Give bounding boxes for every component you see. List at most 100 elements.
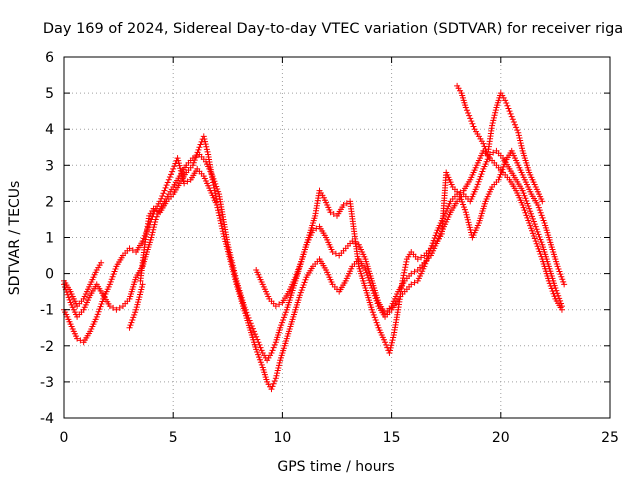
data-point [460, 204, 467, 211]
data-point [521, 207, 528, 214]
data-point [302, 276, 309, 283]
data-point [553, 287, 560, 294]
data-point [106, 281, 113, 288]
data-point [257, 344, 264, 351]
data-point [184, 178, 191, 185]
data-point [132, 309, 139, 316]
data-point [507, 110, 514, 117]
data-point [526, 220, 533, 227]
data-point [389, 337, 396, 344]
data-point [517, 140, 524, 147]
y-tick-label: 2 [45, 194, 54, 210]
data-point [271, 377, 278, 384]
data-point [474, 181, 481, 188]
data-point [476, 176, 483, 183]
data-point [282, 309, 289, 316]
data-point [390, 334, 397, 341]
data-point [177, 167, 184, 174]
data-point [373, 319, 380, 326]
data-point [519, 145, 526, 152]
y-tick-label: -2 [40, 339, 54, 355]
data-point [274, 367, 281, 374]
data-point [168, 171, 175, 178]
data-point [299, 284, 306, 291]
data-point [387, 347, 394, 354]
data-point [160, 190, 167, 197]
data-point [498, 169, 505, 176]
data-point [536, 248, 543, 255]
data-point [510, 118, 517, 125]
data-point [524, 214, 531, 221]
data-point [203, 146, 210, 153]
data-point [400, 272, 407, 279]
data-point [220, 230, 227, 237]
data-point [300, 281, 307, 288]
data-point [340, 202, 347, 209]
data-point [519, 202, 526, 209]
data-point [192, 154, 199, 161]
data-point [211, 184, 218, 191]
data-point [65, 294, 72, 301]
data-point [191, 157, 198, 164]
data-point [269, 347, 276, 354]
data-point [366, 277, 373, 284]
data-point [232, 278, 239, 285]
data-point [97, 303, 104, 310]
data-point [383, 341, 390, 348]
data-point [489, 120, 496, 127]
data-point [133, 306, 140, 313]
data-point [470, 123, 477, 130]
data-point [431, 235, 438, 242]
data-point [524, 200, 531, 207]
data-point [212, 192, 219, 199]
data-point [226, 253, 233, 260]
data-point [370, 290, 377, 297]
data-point [161, 187, 168, 194]
data-point [174, 155, 181, 162]
x-tick-label: 5 [169, 430, 178, 446]
data-point [492, 109, 499, 116]
data-point [66, 296, 73, 303]
data-point [555, 265, 562, 272]
data-point [388, 339, 395, 346]
data-point [539, 214, 546, 221]
data-point [256, 356, 263, 363]
data-point [214, 204, 221, 211]
data-point [549, 288, 556, 295]
data-point [200, 133, 207, 140]
data-point [418, 254, 425, 261]
data-point [225, 251, 232, 258]
data-point [528, 210, 535, 217]
y-axis-label: SDTVAR / TECUs [7, 181, 23, 296]
data-point [460, 201, 467, 208]
data-point [533, 226, 540, 233]
data-point [178, 170, 185, 177]
data-point [522, 195, 529, 202]
data-point [372, 317, 379, 324]
data-point [401, 266, 408, 273]
data-point [98, 259, 105, 266]
data-point [219, 228, 226, 235]
data-point [257, 359, 264, 366]
data-point [559, 276, 566, 283]
data-point [130, 314, 137, 321]
data-point [495, 176, 502, 183]
data-point [136, 294, 143, 301]
data-point [297, 261, 304, 268]
data-point [216, 215, 223, 222]
data-point [529, 230, 536, 237]
data-point [535, 204, 542, 211]
data-point [537, 251, 544, 258]
data-point [224, 246, 231, 253]
data-point [110, 271, 117, 278]
data-point [213, 198, 220, 205]
data-point [106, 303, 113, 310]
data-point [424, 255, 431, 262]
data-point [253, 346, 260, 353]
data-point [252, 331, 259, 338]
data-point [218, 223, 225, 230]
data-point [166, 174, 173, 181]
data-point [401, 269, 408, 276]
data-point [368, 306, 375, 313]
data-point [221, 233, 228, 240]
